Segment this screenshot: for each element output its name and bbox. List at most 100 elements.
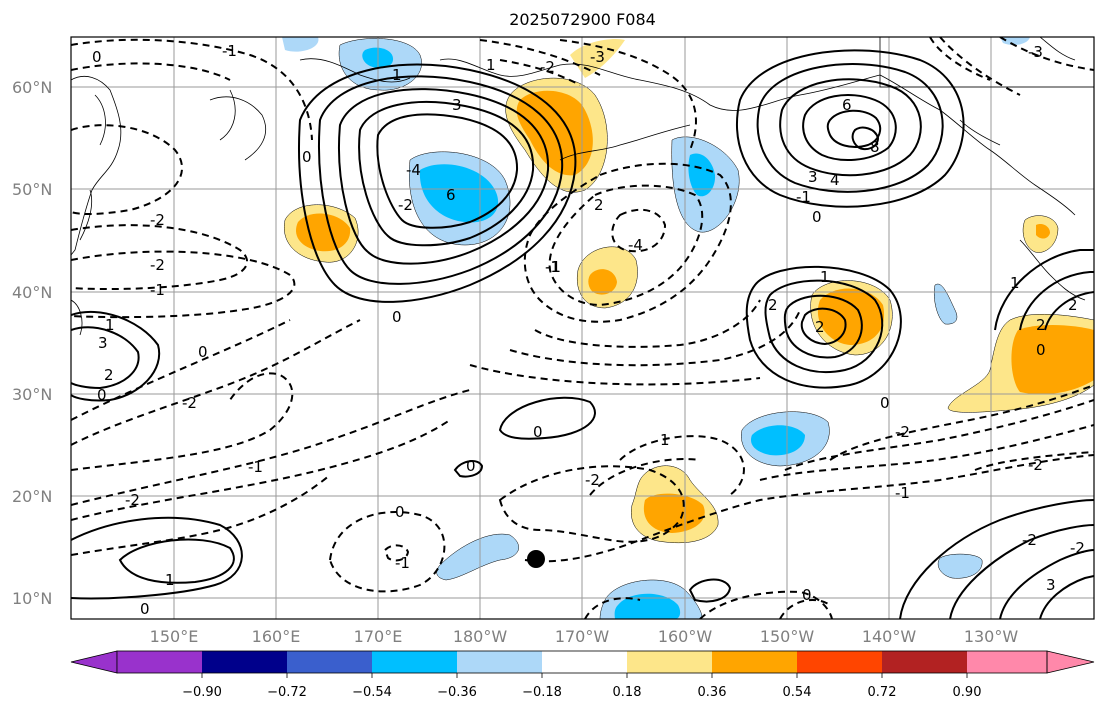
colorbar-segment — [117, 651, 202, 673]
colorbar-segment — [797, 651, 882, 673]
contour-label: 0 — [97, 386, 107, 404]
contour-label: 0 — [92, 48, 102, 66]
colorbar-tick-label: 0.90 — [953, 685, 982, 700]
contour-label: 0 — [533, 423, 543, 441]
lon-label: 150°W — [760, 627, 815, 646]
contour-label: 3 — [452, 96, 462, 114]
colorbar-tick-label: 0.36 — [698, 685, 727, 700]
contour-label: 3 — [1046, 576, 1056, 594]
colorbar-tick-label: 0.54 — [783, 685, 812, 700]
colorbar-segment — [627, 651, 712, 673]
contour-label: 0 — [392, 308, 402, 326]
colorbar-tick-label: −0.90 — [182, 685, 222, 700]
contour-label: 2 — [768, 296, 778, 314]
contour-label: 3 — [808, 168, 818, 186]
contour-label: 2 — [1068, 296, 1078, 314]
lat-label: 20°N — [12, 487, 52, 506]
contour-label: 0 — [1036, 341, 1046, 359]
lon-label: 170°W — [555, 627, 610, 646]
colorbar-tick-label: −0.18 — [522, 685, 562, 700]
map-panel: 0 -1 -2 -3 -2 1 3 6 -4 -2 -1 -4 0 6 8 4 … — [70, 36, 1095, 620]
colorbar-segment — [457, 651, 542, 673]
map-title: 2025072900 F084 — [509, 10, 656, 29]
contour-label: 1 — [165, 571, 175, 589]
lat-label: 30°N — [12, 385, 52, 404]
colorbar-segment — [882, 651, 967, 673]
contour-label: 2 — [104, 366, 114, 384]
longitude-labels: 150°E 160°E 170°E 180°W 170°W 160°W 150°… — [150, 627, 1019, 646]
colorbar-tick-label: −0.36 — [437, 685, 477, 700]
contour-label: 0 — [302, 148, 312, 166]
lat-label: 60°N — [12, 78, 52, 97]
contour-label: 6 — [446, 186, 456, 204]
colorbar-tick-label: −0.54 — [352, 685, 392, 700]
contour-label: 1 — [392, 66, 402, 84]
contour-label: 1 — [820, 268, 830, 286]
contour-label: 0 — [812, 208, 822, 226]
contour-label: 0 — [395, 503, 405, 521]
latitude-labels: 60°N 50°N 40°N 30°N 20°N 10°N — [12, 78, 52, 608]
contour-label: -3 — [1028, 43, 1043, 61]
contour-label: -1 — [546, 258, 561, 276]
contour-label: -2 — [1070, 539, 1085, 557]
lat-label: 40°N — [12, 283, 52, 302]
lon-label: 140°W — [862, 627, 917, 646]
contour-label: 6 — [842, 96, 852, 114]
colorbar-segment — [542, 651, 627, 673]
colorbar: −0.90 −0.72 −0.54 −0.36 −0.18 0.18 0.36 … — [70, 650, 1095, 700]
colorbar-under-arrow — [70, 650, 118, 674]
lon-label: 150°E — [150, 627, 199, 646]
contour-label: -1 — [222, 42, 237, 60]
contour-label: 2 — [594, 196, 604, 214]
contour-label: -2 — [585, 471, 600, 489]
contour-lines — [71, 37, 1094, 619]
contour-label: 0 — [880, 394, 890, 412]
lat-label: 50°N — [12, 180, 52, 199]
contour-label: 2 — [1036, 316, 1046, 334]
colorbar-segment — [372, 651, 457, 673]
lon-label: 130°W — [964, 627, 1019, 646]
colorbar-segment — [287, 651, 372, 673]
lon-label: 170°E — [354, 627, 403, 646]
contour-label: -2 — [1028, 456, 1043, 474]
contour-label: 1 — [1010, 274, 1020, 292]
contour-label: -2 — [1022, 531, 1037, 549]
contour-label: 0 — [140, 600, 150, 618]
contour-label: -2 — [895, 423, 910, 441]
contour-label: -4 — [628, 236, 643, 254]
contour-label: -3 — [590, 48, 605, 66]
colorbar-tick-label: 0.72 — [868, 685, 897, 700]
colorbar-segment — [202, 651, 287, 673]
lon-label: 160°E — [252, 627, 301, 646]
contour-label: -2 — [125, 491, 140, 509]
contour-label: -4 — [406, 161, 421, 179]
contour-label: 1 — [105, 316, 115, 334]
coastlines — [71, 37, 1094, 336]
colorbar-segment — [967, 651, 1047, 673]
contour-label: -1 — [895, 484, 910, 502]
contour-label: 0 — [466, 457, 476, 475]
contour-label: 1 — [660, 431, 670, 449]
contour-label: 0 — [198, 343, 208, 361]
colorbar-tick-label: 0.18 — [613, 685, 642, 700]
contour-label: -2 — [150, 211, 165, 229]
contour-label: -1 — [545, 258, 560, 276]
contour-label: -1 — [395, 554, 410, 572]
storm-position-marker — [527, 550, 545, 568]
contour-label: -2 — [150, 256, 165, 274]
contour-label: 8 — [870, 138, 880, 156]
colorbar-border — [116, 650, 1048, 674]
contour-label: -2 — [540, 58, 555, 76]
lon-label: 180°W — [453, 627, 508, 646]
colorbar-tick-label: −0.72 — [267, 685, 307, 700]
lon-label: 160°W — [658, 627, 713, 646]
lat-label: 10°N — [12, 589, 52, 608]
contour-label: -1 — [796, 188, 811, 206]
contour-label: -1 — [248, 458, 263, 476]
contour-label: 2 — [815, 318, 825, 336]
contour-label: -1 — [150, 281, 165, 299]
contour-label: -2 — [398, 196, 413, 214]
contour-label-group: 0 -1 -2 -3 -2 1 3 6 -4 -2 -1 -4 0 6 8 4 … — [92, 42, 1085, 618]
map-border — [70, 36, 1095, 620]
